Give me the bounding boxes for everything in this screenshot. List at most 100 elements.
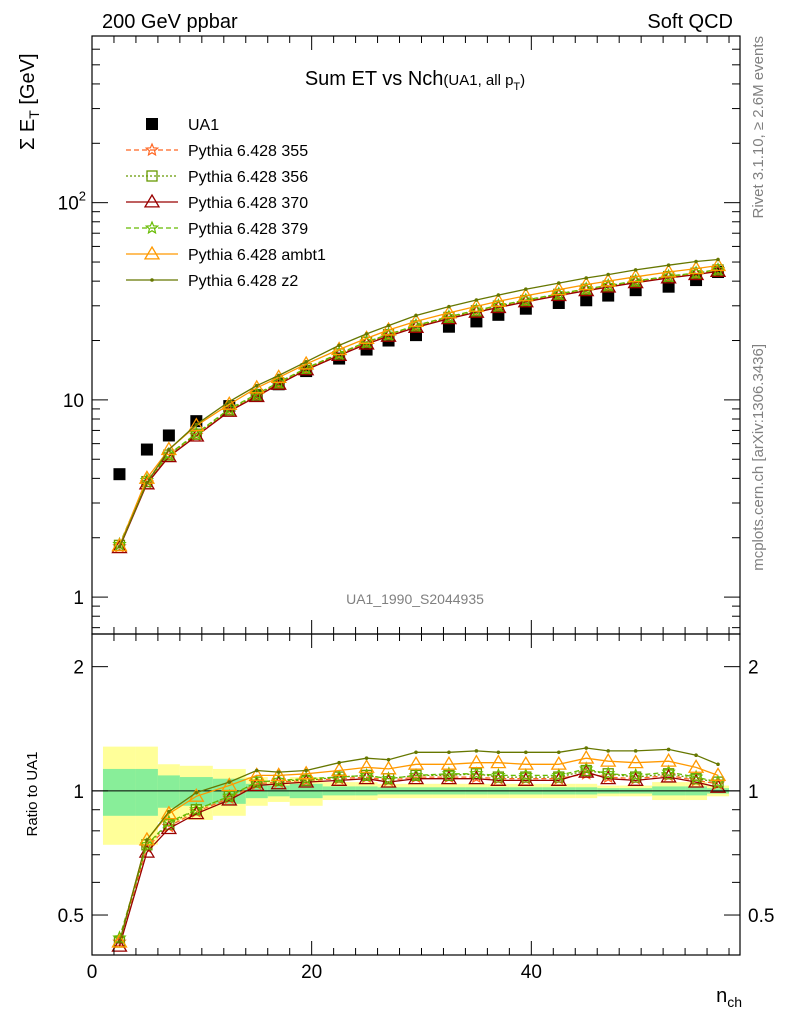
ratio-band-green bbox=[157, 775, 180, 808]
legend-item-pythia-6-428-ambt1: Pythia 6.428 ambt1 bbox=[126, 245, 326, 264]
main-point-pythia-6-428-z2 bbox=[606, 272, 611, 277]
ratio-point-pythia-6-428-379 bbox=[441, 766, 457, 780]
main-point-pythia-6-428-ambt1 bbox=[188, 417, 205, 432]
ratio-line-pythia-6-428-355 bbox=[118, 773, 719, 943]
legend-item-ua1: UA1 bbox=[146, 117, 219, 134]
ratio-point-pythia-6-428-z2 bbox=[364, 756, 369, 760]
main-point-pythia-6-428-ambt1 bbox=[709, 257, 727, 272]
legend-marker bbox=[150, 278, 154, 282]
main-point-ua1 bbox=[140, 443, 153, 456]
ratio-y-tick-label-right: 1 bbox=[748, 782, 759, 803]
main-point-pythia-6-428-z2 bbox=[666, 263, 671, 267]
ratio-point-pythia-6-428-379 bbox=[359, 767, 374, 782]
main-point-pythia-6-428-355 bbox=[112, 539, 127, 553]
legend-item-pythia-6-428-356: Pythia 6.428 356 bbox=[126, 169, 308, 186]
ratio-point-pythia-6-428-ambt1 bbox=[578, 749, 595, 764]
main-point-pythia-6-428-z2 bbox=[496, 293, 501, 297]
ratio-point-pythia-6-428-ambt1 bbox=[687, 759, 705, 773]
main-point-pythia-6-428-ambt1 bbox=[468, 298, 485, 312]
main-point-pythia-6-428-ambt1 bbox=[660, 263, 677, 278]
legend-label: Pythia 6.428 379 bbox=[188, 221, 308, 238]
main-point-pythia-6-428-z2 bbox=[524, 287, 528, 292]
ratio-y-tick-label-right: 2 bbox=[748, 658, 759, 679]
main-chart-title-main: Sum ET vs Nch bbox=[305, 68, 444, 90]
main-series-pythia-6-428-379 bbox=[112, 262, 726, 551]
main-point-pythia-6-428-ambt1 bbox=[578, 276, 595, 291]
legend-label: Pythia 6.428 355 bbox=[188, 143, 308, 160]
header-right-label: Soft QCD bbox=[647, 11, 733, 33]
legend-item-pythia-6-428-379: Pythia 6.428 379 bbox=[126, 220, 308, 238]
ratio-point-pythia-6-428-ambt1 bbox=[270, 767, 287, 781]
main-point-ua1 bbox=[580, 294, 593, 307]
main-series-layer bbox=[111, 257, 727, 554]
ratio-point-pythia-6-428-379 bbox=[661, 764, 676, 779]
main-point-pythia-6-428-ambt1 bbox=[517, 287, 534, 302]
ratio-point-pythia-6-428-356 bbox=[553, 771, 565, 783]
ratio-point-pythia-6-428-379 bbox=[139, 837, 155, 851]
main-point-pythia-6-428-ambt1 bbox=[627, 268, 644, 283]
ratio-point-pythia-6-428-z2 bbox=[524, 750, 528, 755]
ratio-x-axis-label-subscript: ch bbox=[727, 994, 742, 1010]
ratio-point-pythia-6-428-z2 bbox=[276, 770, 281, 774]
main-point-ua1 bbox=[113, 468, 126, 481]
main-point-pythia-6-428-370 bbox=[188, 427, 205, 442]
ratio-point-pythia-6-428-356 bbox=[662, 768, 675, 780]
ratio-point-pythia-6-428-z2 bbox=[633, 749, 638, 753]
ratio-band-green bbox=[135, 768, 158, 816]
ratio-point-pythia-6-428-z2 bbox=[694, 753, 698, 758]
legend-label: Pythia 6.428 z2 bbox=[188, 273, 298, 290]
main-y-axis-label-main: Σ E bbox=[17, 119, 39, 150]
ratio-band-green bbox=[102, 768, 136, 816]
ratio-plot-frame bbox=[91, 633, 741, 956]
main-point-pythia-6-428-ambt1 bbox=[440, 304, 458, 319]
main-point-pythia-6-428-370 bbox=[248, 388, 265, 403]
ratio-y-tick-label-left: 2 bbox=[73, 658, 84, 679]
ratio-x-axis-label: nch bbox=[716, 985, 742, 1010]
main-point-pythia-6-428-ambt1 bbox=[221, 395, 238, 410]
analysis-watermark: UA1_1990_S2044935 bbox=[346, 591, 484, 607]
ratio-x-tick-label: 0 bbox=[87, 962, 98, 983]
main-point-pythia-6-428-ambt1 bbox=[550, 281, 567, 296]
ratio-point-pythia-6-428-z2 bbox=[474, 749, 479, 753]
main-point-pythia-6-428-z2 bbox=[414, 313, 418, 318]
main-chart-title-sub: (UA1, all p bbox=[443, 72, 513, 89]
ratio-point-pythia-6-428-z2 bbox=[606, 749, 611, 753]
main-y-tick-label: 10 bbox=[63, 391, 84, 412]
main-point-pythia-6-428-z2 bbox=[633, 268, 638, 272]
main-point-ua1 bbox=[470, 315, 483, 328]
ratio-point-pythia-6-428-ambt1 bbox=[407, 755, 425, 770]
ratio-point-pythia-6-428-379 bbox=[222, 788, 237, 803]
legend-marker bbox=[146, 170, 158, 182]
ratio-point-pythia-6-428-ambt1 bbox=[111, 933, 128, 948]
main-y-axis-label-suffix: [GeV] bbox=[17, 53, 39, 110]
ratio-plot-panel: 0 20 40 0.5 0.5 1 1 2 2 Ratio to UA1 nch bbox=[24, 633, 774, 1010]
legend-marker bbox=[143, 193, 161, 208]
ratio-series-pythia-6-428-z2 bbox=[117, 746, 720, 944]
main-series-pythia-6-428-355 bbox=[112, 263, 726, 553]
main-point-pythia-6-428-379 bbox=[441, 309, 457, 323]
ratio-point-pythia-6-428-z2 bbox=[447, 750, 451, 755]
ratio-point-pythia-6-428-356 bbox=[630, 771, 642, 783]
main-point-pythia-6-428-370 bbox=[270, 375, 287, 390]
ratio-point-pythia-6-428-z2 bbox=[666, 747, 671, 752]
legend-marker bbox=[144, 142, 160, 157]
legend-label: Pythia 6.428 ambt1 bbox=[188, 247, 326, 264]
main-point-pythia-6-428-z2 bbox=[386, 323, 391, 328]
main-line-pythia-6-428-356 bbox=[118, 269, 719, 546]
main-point-pythia-6-428-379 bbox=[249, 386, 265, 401]
ratio-point-pythia-6-428-z2 bbox=[556, 750, 561, 755]
ratio-point-pythia-6-428-z2 bbox=[227, 780, 232, 784]
main-point-pythia-6-428-ambt1 bbox=[687, 260, 705, 275]
ratio-series-pythia-6-428-379 bbox=[112, 761, 726, 945]
main-line-pythia-6-428-ambt1 bbox=[118, 264, 719, 547]
main-point-pythia-6-428-z2 bbox=[474, 298, 479, 302]
main-point-pythia-6-428-z2 bbox=[276, 373, 281, 378]
main-point-pythia-6-428-z2 bbox=[364, 332, 369, 336]
ratio-point-pythia-6-428-ambt1 bbox=[709, 767, 727, 781]
main-point-ua1 bbox=[662, 280, 675, 293]
legend-marker bbox=[143, 245, 161, 260]
ratio-point-pythia-6-428-z2 bbox=[254, 768, 259, 773]
